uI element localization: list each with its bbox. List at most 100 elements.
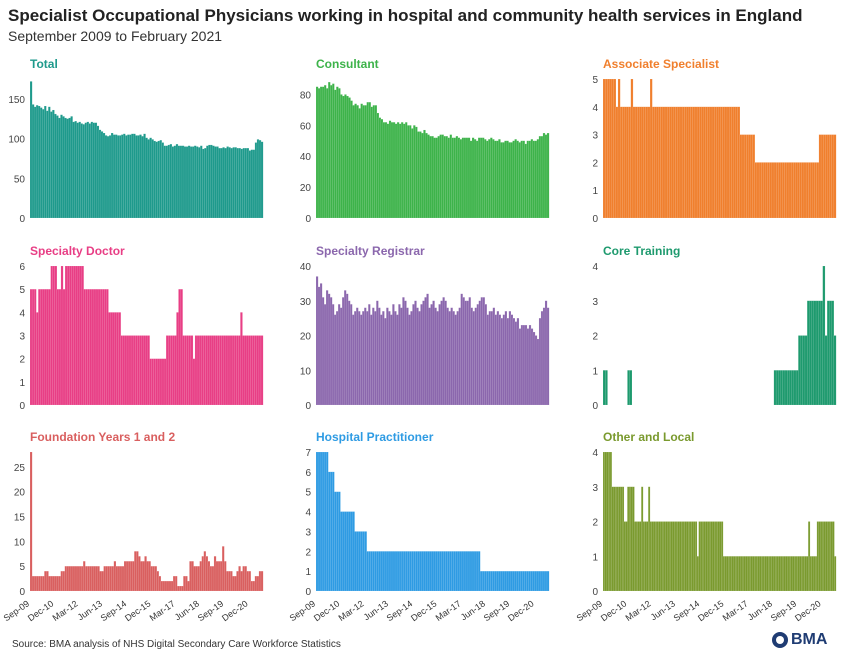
- x-tick-label: Sep-14: [385, 598, 415, 623]
- bar-series: [315, 451, 550, 592]
- bar: [602, 370, 606, 406]
- y-tick-label: 6: [305, 468, 311, 479]
- bar: [818, 300, 821, 406]
- y-tick-label: 3: [19, 332, 25, 343]
- bar: [802, 335, 806, 406]
- y-tick-label: 0: [19, 401, 25, 412]
- bar: [833, 134, 837, 219]
- bar: [834, 556, 837, 592]
- y-tick-label: 20: [300, 332, 312, 343]
- x-tick-label: Dec-20: [220, 598, 250, 623]
- x-tick-label: Jun-18: [746, 598, 774, 622]
- x-tick-label: Jun-13: [76, 598, 104, 622]
- x-tick-label: Jun-13: [362, 598, 390, 622]
- bar-series: [602, 78, 837, 219]
- y-tick-label: 4: [19, 308, 25, 319]
- bar: [29, 451, 33, 592]
- bar-series: [29, 265, 264, 406]
- chart-1: Total 0 50 100 150: [8, 57, 264, 225]
- bar: [833, 335, 837, 406]
- x-tick-label: Mar-17: [721, 598, 750, 623]
- y-tick-label: 10: [14, 537, 26, 548]
- x-tick-label: Sep-09: [575, 598, 605, 623]
- chart-4: Specialty Doctor 0 1 2 3 4 5 6: [19, 244, 264, 412]
- y-tick-label: 2: [592, 518, 598, 529]
- chart-title: Hospital Practitioner: [316, 430, 434, 444]
- chart-title: Core Training: [603, 244, 680, 258]
- y-tick-label: 150: [8, 95, 25, 106]
- chart-6: Core Training 0 1 2 3 4: [592, 244, 837, 412]
- x-tick-label: Dec-10: [26, 598, 56, 623]
- x-tick-label: Sep-09: [288, 598, 318, 623]
- y-tick-label: 80: [300, 90, 312, 101]
- chart-title: Specialty Registrar: [316, 244, 425, 258]
- chart-5: Specialty Registrar 0 10 20 30 40: [300, 244, 550, 412]
- y-tick-label: 20: [300, 183, 312, 194]
- bar-series: [602, 265, 837, 406]
- bar: [809, 300, 812, 406]
- bar: [627, 370, 630, 406]
- y-tick-label: 0: [19, 214, 25, 225]
- y-tick-label: 3: [592, 483, 598, 494]
- y-tick-label: 3: [592, 131, 598, 142]
- chart-title: Other and Local: [603, 430, 694, 444]
- x-tick-label: Sep-19: [769, 598, 799, 623]
- bar: [174, 575, 178, 592]
- x-tick-label: Jun-18: [173, 598, 201, 622]
- bar: [820, 300, 824, 406]
- bar: [826, 300, 830, 406]
- x-tick-label: Sep-14: [99, 598, 129, 623]
- x-tick-label: Dec-20: [793, 598, 823, 623]
- y-tick-label: 0: [592, 214, 598, 225]
- y-tick-label: 60: [300, 121, 312, 132]
- y-tick-label: 2: [592, 332, 598, 343]
- x-tick-label: Sep-19: [482, 598, 512, 623]
- x-tick-label: Jun-18: [459, 598, 487, 622]
- chart-title: Consultant: [316, 57, 379, 71]
- bar: [782, 370, 786, 406]
- y-tick-label: 5: [592, 75, 598, 86]
- bma-logo-icon: [772, 632, 788, 648]
- y-tick-label: 40: [300, 152, 312, 163]
- bma-logo-text: BMA: [791, 631, 828, 648]
- y-tick-label: 1: [305, 567, 311, 578]
- x-tick-label: Dec-15: [696, 598, 726, 623]
- y-tick-label: 7: [305, 448, 311, 459]
- y-tick-label: 20: [14, 488, 26, 499]
- x-tick-label: Dec-10: [599, 598, 629, 623]
- y-tick-label: 10: [300, 366, 312, 377]
- y-tick-label: 0: [305, 401, 311, 412]
- bar: [829, 300, 832, 406]
- bar-series: [29, 81, 264, 219]
- bar: [804, 335, 808, 406]
- bar: [260, 141, 264, 219]
- chart-8: Hospital Practitioner01234567Sep-09Dec-1…: [288, 430, 550, 623]
- bar: [795, 370, 799, 406]
- bar: [798, 335, 801, 406]
- y-tick-label: 30: [300, 297, 312, 308]
- bar: [813, 300, 817, 406]
- y-tick-label: 25: [14, 463, 26, 474]
- bar: [784, 370, 788, 406]
- chart-2: Consultant 0 20 40 60 80: [300, 57, 550, 225]
- y-tick-label: 1: [592, 552, 598, 563]
- bar: [780, 370, 784, 406]
- bar: [546, 570, 550, 592]
- y-tick-label: 4: [592, 448, 598, 459]
- bar: [629, 370, 633, 406]
- bar: [831, 300, 835, 406]
- x-tick-label: Sep-19: [196, 598, 226, 623]
- bar: [791, 370, 795, 406]
- bar: [546, 307, 550, 406]
- y-tick-label: 0: [305, 214, 311, 225]
- x-tick-label: Sep-09: [2, 598, 32, 623]
- bar-series: [602, 451, 837, 592]
- y-tick-label: 0: [305, 587, 311, 598]
- y-tick-label: 2: [19, 355, 25, 366]
- page-title: Specialist Occupational Physicians worki…: [8, 6, 803, 25]
- y-tick-label: 5: [19, 285, 25, 296]
- y-tick-label: 2: [592, 158, 598, 169]
- bar: [824, 335, 828, 406]
- bar: [605, 370, 608, 406]
